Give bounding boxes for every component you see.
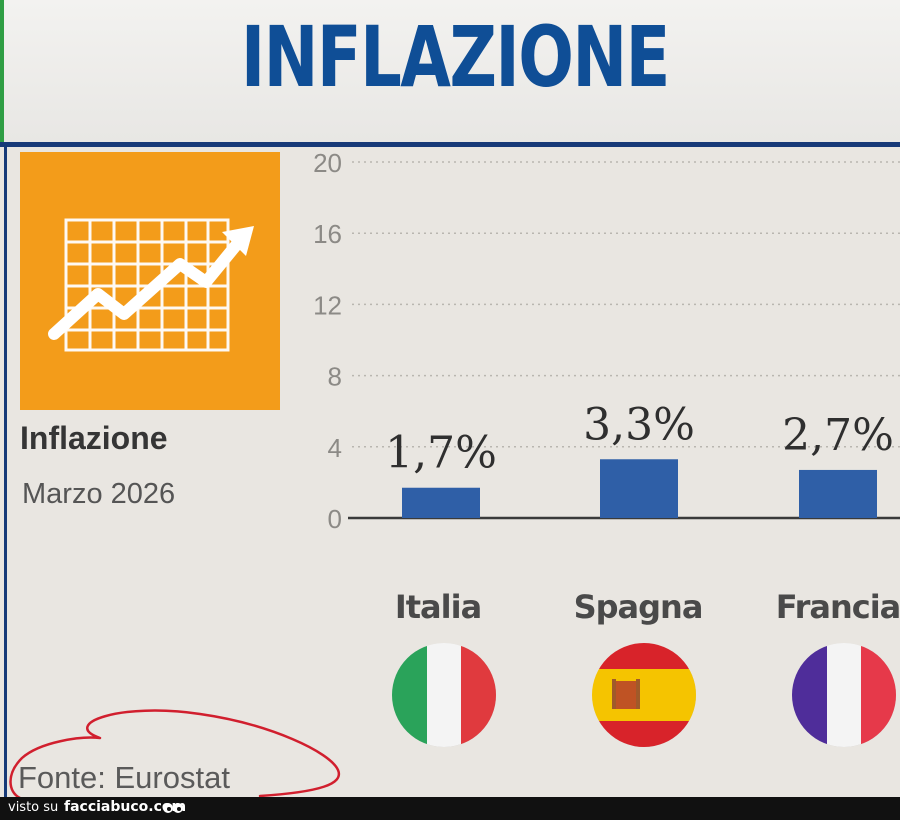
data-label-italia: 1,7% [385,428,497,479]
country-label-francia: Francia [775,588,900,626]
y-tick-label: 4 [328,433,342,463]
watermark-prefix: visto su [8,800,59,815]
source-note: Fonte: Eurostat [18,760,230,795]
header-accent-stripe [0,0,4,142]
data-label-spagna: 3,3% [583,399,695,450]
chart-trend-up-icon [48,218,254,352]
country-label-italia: Italia [394,588,482,626]
inflation-bar-chart: 0 4 8 12 16 20 1,7% 3,3% 2,7% [313,148,900,534]
bar-spagna [600,459,678,518]
page-title: INFLAZIONE [240,8,671,106]
watermark-bar: visto su facciabuco.com [0,797,900,820]
y-tick-label: 0 [328,504,342,534]
left-divider [4,142,7,797]
eyes-logo-icon [163,803,183,813]
bar-italia [402,487,480,518]
inflation-icon-panel [20,152,280,410]
side-subtitle: Marzo 2026 [22,478,176,510]
watermark-site-link[interactable]: facciabuco.com [64,799,187,815]
handwritten-circle-annotation [9,709,341,800]
side-title: Inflazione [20,420,168,456]
y-tick-label: 8 [328,362,342,392]
bar-francia [799,469,877,518]
data-label-francia: 2,7% [782,410,894,461]
y-tick-label: 20 [313,148,342,178]
spain-flag-icon [592,643,696,747]
italy-flag-icon [392,643,496,747]
y-tick-label: 12 [313,290,342,320]
france-flag-icon [792,643,896,747]
y-tick-label: 16 [313,219,342,249]
country-label-spagna: Spagna [573,588,704,626]
header-banner: INFLAZIONE [0,0,900,142]
header-divider [0,142,900,147]
